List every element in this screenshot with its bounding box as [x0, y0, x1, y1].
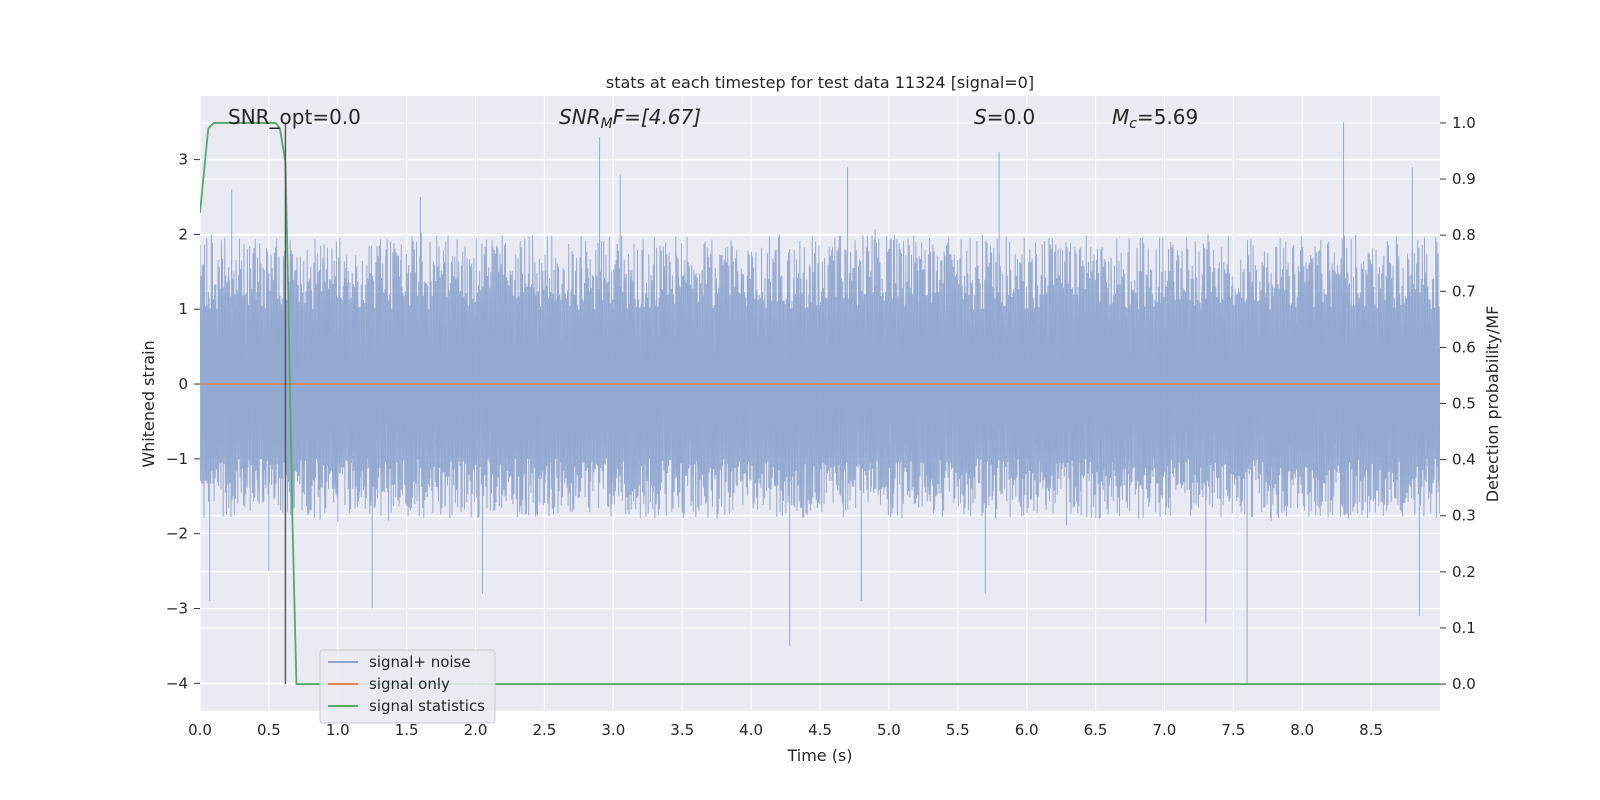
y2-tick-label: 0.8 — [1452, 226, 1476, 244]
y2-tick-label: 0.6 — [1452, 338, 1476, 356]
x-tick-label: 2.0 — [464, 721, 488, 739]
y-tick-label: 1 — [178, 300, 188, 318]
x-tick-label: 1.5 — [395, 721, 419, 739]
x-tick-label: 7.5 — [1221, 721, 1245, 739]
x-tick-label: 8.0 — [1290, 721, 1314, 739]
y2-tick-labels: 1.0 0.9 0.8 0.7 0.6 0.5 0.4 0.3 0.2 0.1 0.0 — [1440, 114, 1476, 693]
x-tick-label: 0.5 — [257, 721, 281, 739]
y2-tick-label: 0.4 — [1452, 451, 1476, 469]
x-tick-label: 6.0 — [1015, 721, 1039, 739]
legend-label-signal-statistics: signal statistics — [369, 697, 485, 715]
x-tick-label: 3.5 — [670, 721, 694, 739]
series-signal-noise — [200, 122, 1440, 684]
y-tick-label: 3 — [178, 151, 188, 169]
x-axis-label: Time (s) — [786, 746, 852, 765]
x-tick-label: 5.0 — [877, 721, 901, 739]
y-tick-label: 0 — [178, 375, 188, 393]
annotation-s: S=0.0 — [974, 105, 1035, 129]
annotation-snr-opt: SNR_opt=0.0 — [228, 105, 361, 129]
y-tick-labels: 3 2 1 0 −1 −2 −3 −4 — [166, 151, 200, 692]
x-tick-label: 1.0 — [326, 721, 350, 739]
y-tick-label: −4 — [166, 674, 188, 692]
x-tick-label: 5.5 — [946, 721, 970, 739]
annotation-mc: Mc=5.69 — [1112, 105, 1198, 132]
y2-axis-label: Detection probability/MF — [1483, 306, 1502, 503]
y2-tick-label: 0.0 — [1452, 675, 1476, 693]
series-signal-statistics — [200, 122, 1440, 685]
legend-box — [319, 649, 496, 724]
x-tick-label: 3.0 — [601, 721, 625, 739]
x-tick-label: 4.0 — [739, 721, 763, 739]
y-tick-label: −2 — [166, 525, 188, 543]
x-tick-label: 0.0 — [188, 721, 212, 739]
x-tick-labels: 0.0 0.5 1.0 1.5 2.0 2.5 3.0 3.5 4.0 4.5 5.0 5.5 6.0 6… — [188, 721, 1383, 739]
y-tick-label: 2 — [178, 225, 188, 243]
y2-tick-label: 0.2 — [1452, 563, 1476, 581]
y2-tick-label: 0.3 — [1452, 507, 1476, 525]
y-axis-label: Whitened strain — [139, 340, 158, 467]
y2-tick-label: 0.5 — [1452, 395, 1476, 413]
x-tick-label: 6.5 — [1084, 721, 1108, 739]
y2-tick-label: 0.7 — [1452, 282, 1476, 300]
y2-tick-label: 0.1 — [1452, 619, 1476, 637]
legend: signal+ noise signal only signal statist… — [319, 649, 496, 724]
legend-label-signal-noise: signal+ noise — [369, 653, 471, 671]
y2-tick-label: 0.9 — [1452, 170, 1476, 188]
y-tick-label: −1 — [166, 450, 188, 468]
x-tick-label: 7.0 — [1153, 721, 1177, 739]
chart-title: stats at each timestep for test data 113… — [606, 73, 1034, 92]
annotation-snr-mf: SNRMF=[4.67] — [559, 105, 701, 132]
y2-tick-label: 1.0 — [1452, 114, 1476, 132]
plot-area — [200, 122, 1440, 685]
x-tick-label: 4.5 — [808, 721, 832, 739]
x-tick-label: 8.5 — [1359, 721, 1383, 739]
legend-label-signal-only: signal only — [369, 675, 450, 693]
x-tick-label: 2.5 — [533, 721, 557, 739]
y-tick-label: −3 — [166, 600, 188, 618]
